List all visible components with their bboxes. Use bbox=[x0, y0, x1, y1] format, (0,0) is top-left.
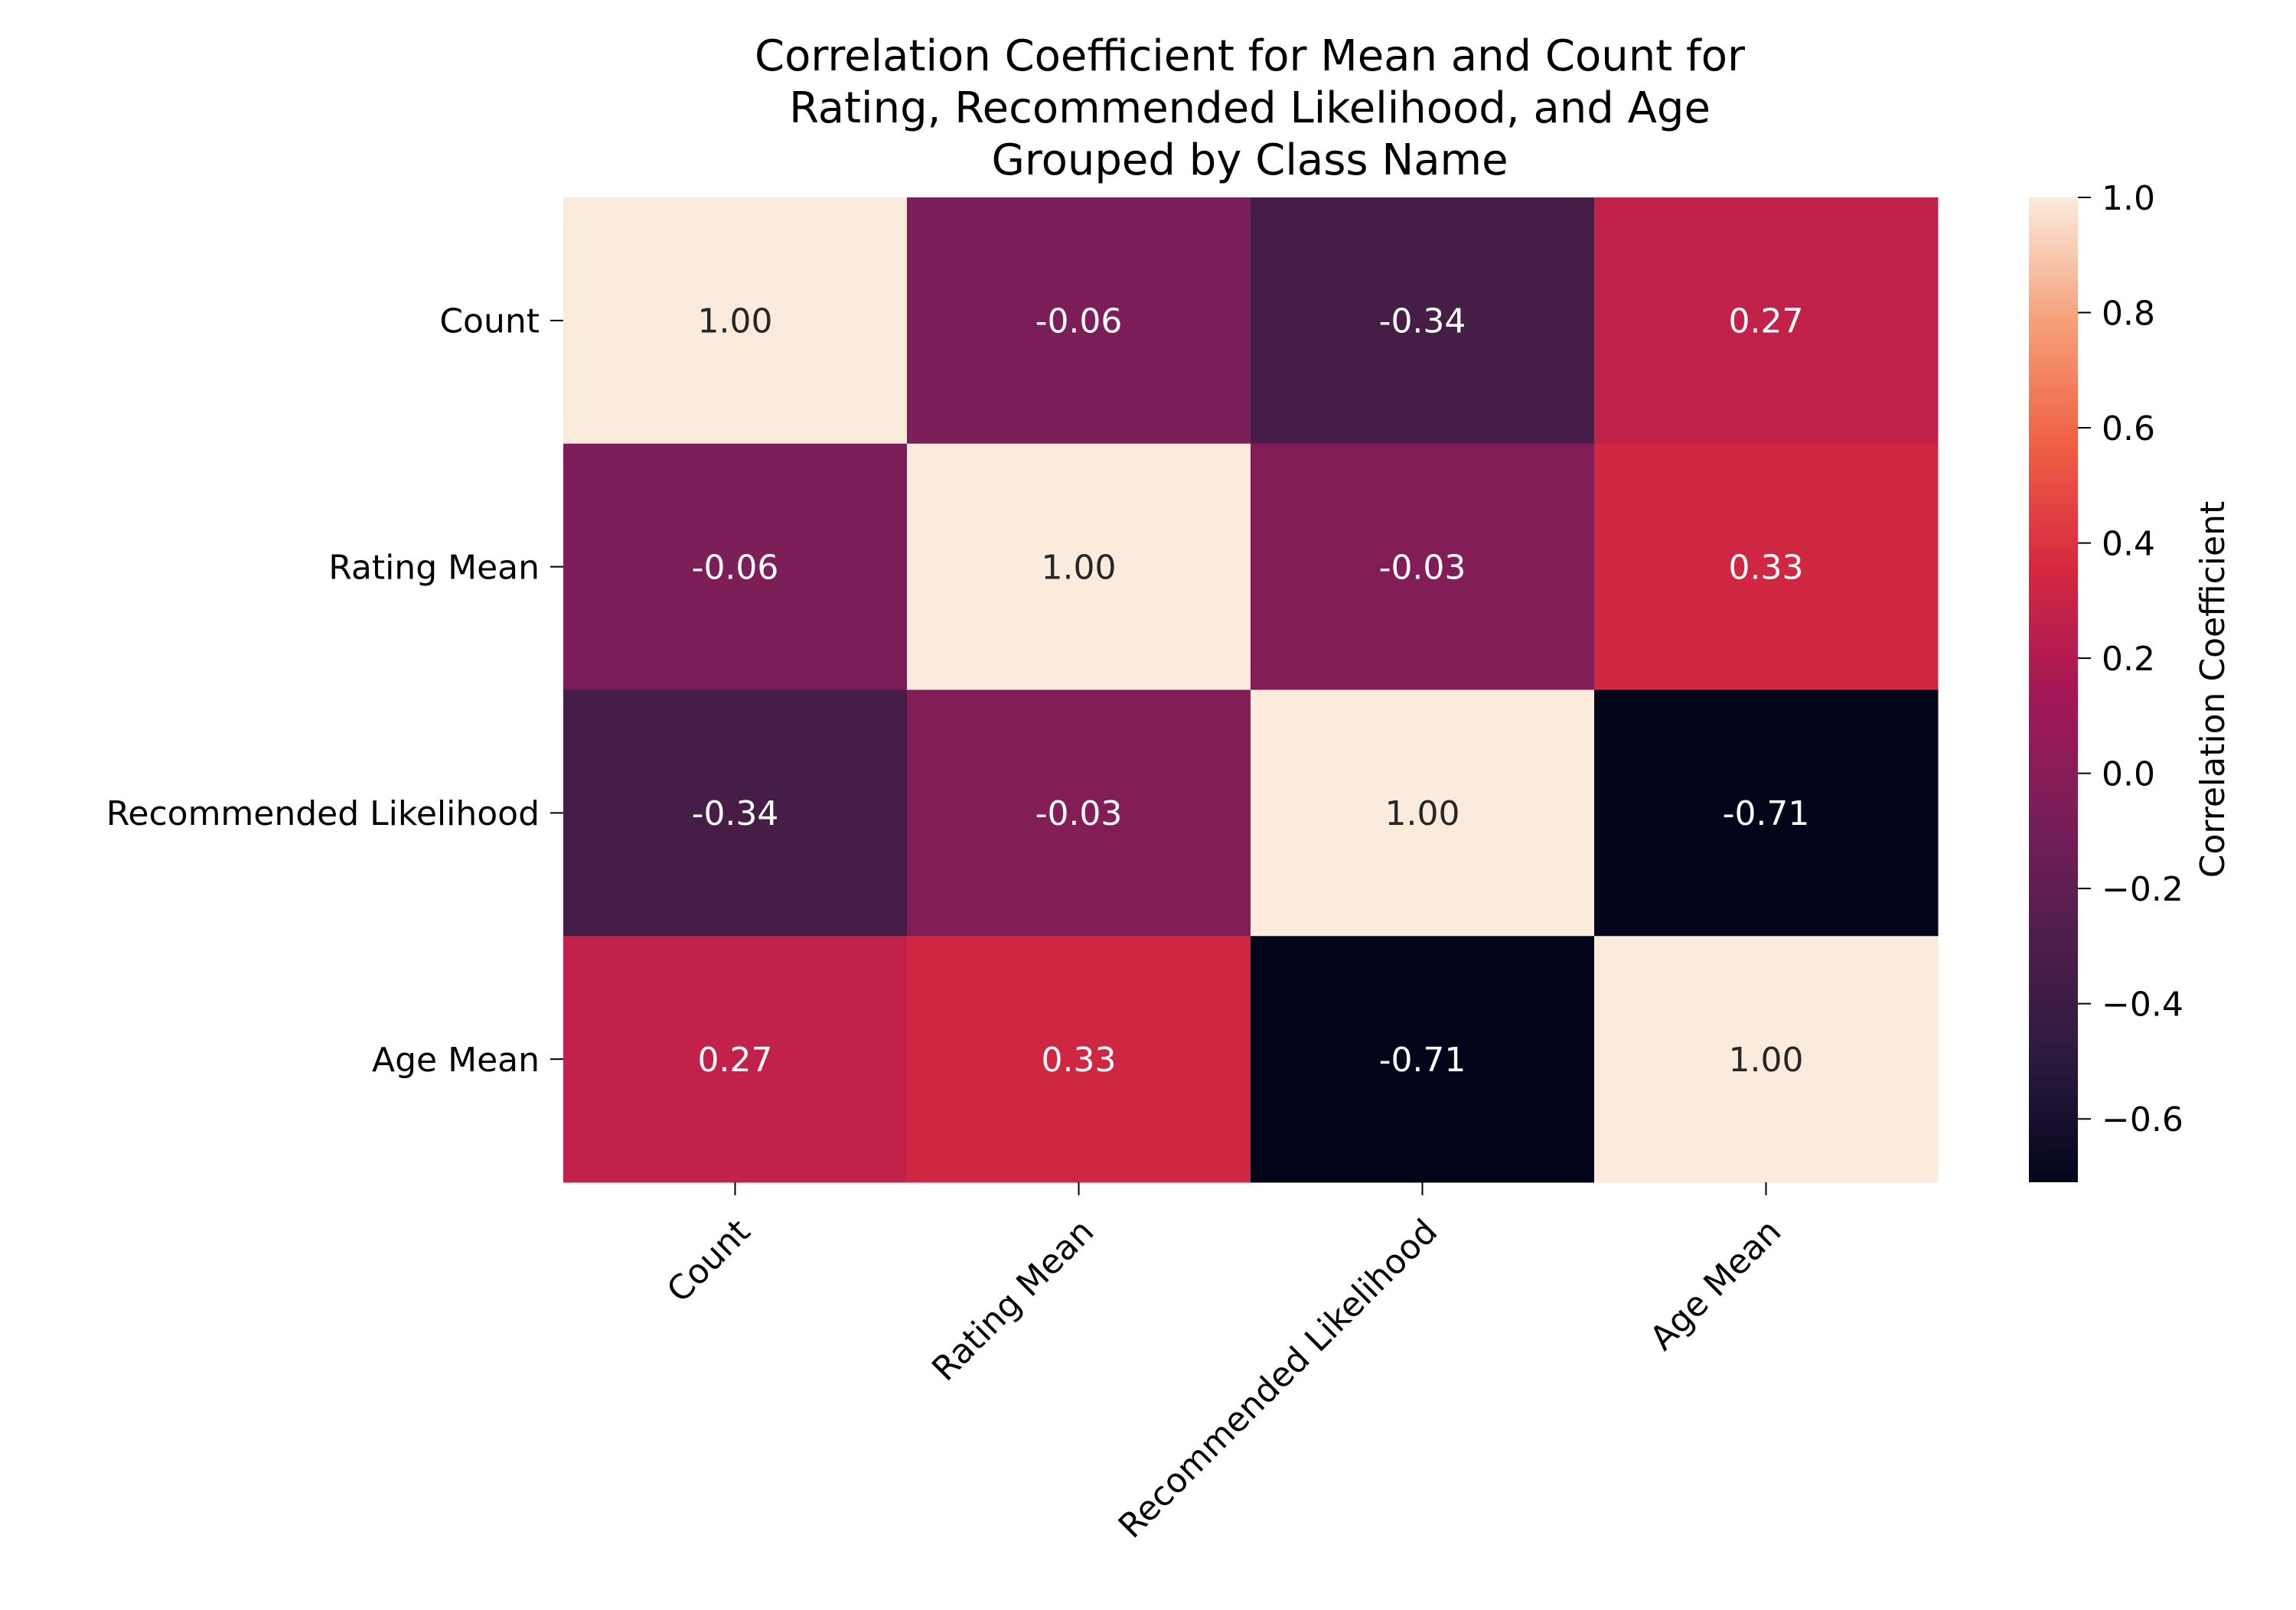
cell-value-label: 0.33 bbox=[1042, 1041, 1117, 1080]
colorbar-tick-label: 0.0 bbox=[2102, 754, 2155, 794]
heatmap-annotations: 1.00 -0.06 -0.34 0.27 -0.06 1.00 -0.03 0.33 -0.3… bbox=[692, 302, 1810, 1080]
heatmap-cell bbox=[1251, 689, 1595, 937]
cell-value-label: 1.00 bbox=[698, 302, 773, 341]
heatmap-cell bbox=[563, 197, 908, 445]
cell-value-label: -0.03 bbox=[1379, 548, 1466, 587]
heatmap-cell bbox=[1251, 197, 1595, 445]
y-tick-label: Rating Mean bbox=[328, 548, 540, 587]
cell-value-label: -0.71 bbox=[1723, 794, 1810, 833]
heatmap-cell bbox=[563, 936, 908, 1183]
cell-value-label: 1.00 bbox=[1385, 794, 1460, 833]
heatmap-cell bbox=[907, 443, 1251, 690]
chart-title-line: Rating, Recommended Likelihood, and Age bbox=[789, 83, 1711, 133]
heatmap-cell bbox=[907, 197, 1251, 445]
heatmap-cell bbox=[563, 443, 908, 690]
heatmap-cell bbox=[1594, 689, 1939, 937]
colorbar-gradient bbox=[2029, 197, 2078, 1182]
cell-value-label: -0.03 bbox=[1035, 794, 1123, 833]
colorbar-tick-label: 0.8 bbox=[2102, 294, 2155, 333]
y-axis: Count Rating Mean Recommended Likelihood Ag… bbox=[106, 302, 563, 1080]
cell-value-label: 0.27 bbox=[698, 1041, 773, 1080]
heatmap-cell bbox=[1594, 197, 1939, 445]
colorbar-tick-label: −0.6 bbox=[2102, 1100, 2183, 1139]
y-tick-label: Age Mean bbox=[372, 1041, 540, 1080]
cell-value-label: 0.27 bbox=[1729, 302, 1804, 341]
heatmap-cell bbox=[1251, 936, 1595, 1183]
chart-title: Correlation Coefficient for Mean and Cou… bbox=[755, 31, 1746, 185]
cell-value-label: 1.00 bbox=[1729, 1041, 1804, 1080]
y-tick-label: Recommended Likelihood bbox=[106, 794, 540, 833]
heatmap-cell bbox=[1594, 936, 1939, 1183]
heatmap-cell bbox=[907, 689, 1251, 937]
chart-title-line: Grouped by Class Name bbox=[991, 135, 1508, 185]
cell-value-label: 1.00 bbox=[1042, 548, 1117, 587]
chart-title-line: Correlation Coefficient for Mean and Cou… bbox=[755, 31, 1746, 81]
cell-value-label: -0.06 bbox=[1035, 302, 1123, 341]
heatmap-cell bbox=[1594, 443, 1939, 690]
y-tick-label: Count bbox=[439, 302, 540, 341]
heatmap-cell bbox=[1251, 443, 1595, 690]
heatmap-cell bbox=[907, 936, 1251, 1183]
colorbar-tick-label: 0.6 bbox=[2102, 409, 2155, 448]
colorbar-tick-label: 0.2 bbox=[2102, 640, 2155, 679]
cell-value-label: -0.34 bbox=[1379, 302, 1466, 341]
colorbar-tick-label: 1.0 bbox=[2102, 179, 2155, 218]
colorbar-tick-label: 0.4 bbox=[2102, 524, 2155, 563]
heatmap-cells bbox=[563, 197, 1939, 1183]
cell-value-label: 0.33 bbox=[1729, 548, 1804, 587]
colorbar: 1.0 0.8 0.6 0.4 0.2 0.0 −0.2 −0.4 −0.6 Correlati… bbox=[2029, 179, 2232, 1182]
cell-value-label: -0.34 bbox=[692, 794, 779, 833]
cell-value-label: -0.06 bbox=[692, 548, 779, 587]
colorbar-tick-label: −0.4 bbox=[2102, 986, 2183, 1025]
colorbar-label: Correlation Coefficient bbox=[2193, 501, 2232, 878]
cell-value-label: -0.71 bbox=[1379, 1041, 1466, 1080]
colorbar-tick-label: −0.2 bbox=[2102, 870, 2183, 909]
colorbar-ticks: 1.0 0.8 0.6 0.4 0.2 0.0 −0.2 −0.4 −0.6 bbox=[2078, 179, 2183, 1139]
heatmap-cell bbox=[563, 689, 908, 937]
